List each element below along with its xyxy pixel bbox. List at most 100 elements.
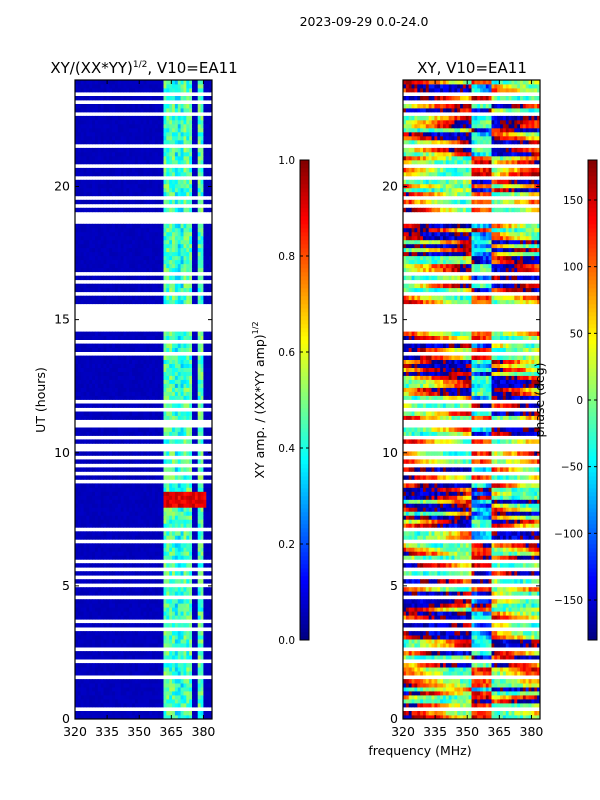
heatmap-cell [172,491,175,495]
heatmap-cell [135,264,138,268]
heatmap-cell [129,268,132,272]
heatmap-cell [161,228,164,232]
heatmap-cell [166,396,169,400]
heatmap-cell [186,252,189,256]
heatmap-cell [112,615,115,619]
heatmap-cell [104,495,107,499]
heatmap-cell [172,607,175,611]
heatmap-cell [112,380,115,384]
heatmap-cell [118,507,121,511]
heatmap-cell [92,336,95,340]
heatmap-cell [86,172,89,176]
heatmap-cell [104,599,107,603]
heatmap-cell [129,300,132,304]
heatmap-cell [186,491,189,495]
heatmap-cell [106,276,109,280]
heatmap-cell [181,607,184,611]
heatmap-cell [155,571,158,575]
heatmap-cell [192,499,195,503]
heatmap-cell [112,687,115,691]
heatmap-cell [141,188,144,192]
heatmap-cell [81,228,84,232]
heatmap-cell [175,188,178,192]
heatmap-cell [192,687,195,691]
heatmap-cell [124,268,127,272]
heatmap-cell [98,232,101,236]
heatmap-cell [135,495,138,499]
heatmap-cell [104,679,107,683]
heatmap-cell [141,248,144,252]
heatmap-cell [155,631,158,635]
heatmap-cell [129,667,132,671]
heatmap-cell [172,344,175,348]
heatmap-cell [203,184,206,188]
heatmap-cell [92,679,95,683]
heatmap-cell [98,671,101,675]
heatmap-cell [135,172,138,176]
heatmap-cell [161,344,164,348]
heatmap-cell [181,711,184,715]
heatmap-cell [104,571,107,575]
heatmap-cell [203,547,206,551]
heatmap-cell [104,703,107,707]
heatmap-cell [161,555,164,559]
heatmap-cell [86,188,89,192]
heatmap-cell [124,168,127,172]
heatmap-cell [198,651,201,655]
heatmap-cell [175,511,178,515]
heatmap-cell [92,224,95,228]
heatmap-cell [203,268,206,272]
heatmap-cell [135,168,138,172]
heatmap-cell [155,132,158,136]
heatmap-cell [155,507,158,511]
heatmap-cell [98,132,101,136]
heatmap-cell [118,160,121,164]
heatmap-cell [181,531,184,535]
heatmap-cell [161,611,164,615]
heatmap-cell [98,667,101,671]
heatmap-cell [141,687,144,691]
heatmap-cell [161,495,164,499]
heatmap-cell [155,412,158,416]
heatmap-cell [106,551,109,555]
heatmap-cell [192,623,195,627]
heatmap-cell [155,156,158,160]
heatmap-cell [86,232,89,236]
heatmap-cell [166,296,169,300]
heatmap-cell [106,483,109,487]
heatmap-cell [172,332,175,336]
heatmap-cell [172,511,175,515]
heatmap-cell [106,156,109,160]
heatmap-cell [192,607,195,611]
heatmap-cell [86,571,89,575]
heatmap-cell [106,515,109,519]
heatmap-cell [81,344,84,348]
heatmap-cell [203,643,206,647]
heatmap-cell [186,663,189,667]
heatmap-cell [166,392,169,396]
heatmap-cell [106,507,109,511]
heatmap-cell [135,152,138,156]
heatmap-cell [144,368,147,372]
heatmap-cell [86,392,89,396]
heatmap-cell [144,224,147,228]
heatmap-cell [118,635,121,639]
heatmap-cell [175,691,178,695]
heatmap-cell [118,571,121,575]
heatmap-cell [104,671,107,675]
heatmap-cell [203,687,206,691]
heatmap-cell [181,184,184,188]
heatmap-cell [81,152,84,156]
heatmap-cell [92,252,95,256]
heatmap-cell [141,412,144,416]
heatmap-cell [186,487,189,491]
heatmap-cell [198,336,201,340]
heatmap-cell [98,184,101,188]
heatmap-cell [104,172,107,176]
heatmap-cell [186,248,189,252]
heatmap-cell [81,200,84,204]
heatmap-cell [192,535,195,539]
heatmap-cell [98,643,101,647]
heatmap-cell [112,535,115,539]
heatmap-cell [149,495,152,499]
